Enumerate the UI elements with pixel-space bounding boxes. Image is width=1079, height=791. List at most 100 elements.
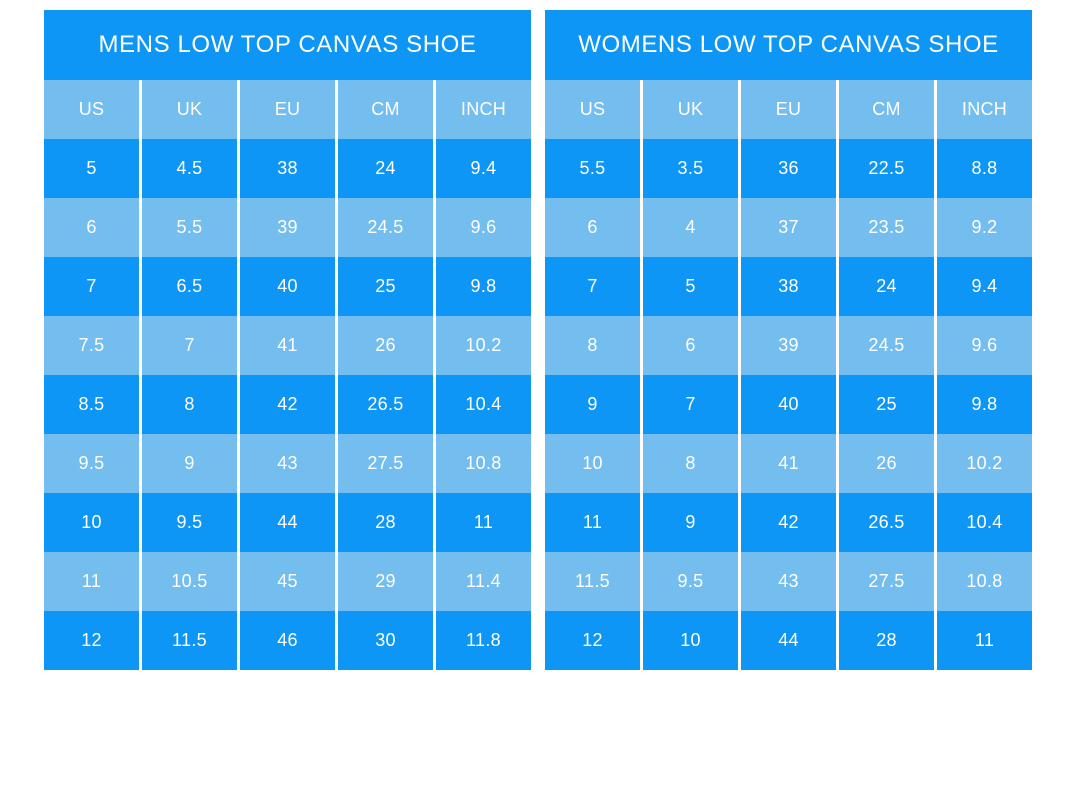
cell-us: 11 bbox=[44, 552, 142, 611]
cell-inch: 11.8 bbox=[436, 611, 531, 670]
mens-size-table: MENS LOW TOP CANVAS SHOE US UK EU CM INCH 5 4.… bbox=[44, 10, 531, 670]
cell-cm: 24 bbox=[338, 139, 436, 198]
cell-cm: 26.5 bbox=[338, 375, 436, 434]
cell-eu: 44 bbox=[741, 611, 839, 670]
cell-eu: 41 bbox=[741, 434, 839, 493]
cell-uk: 6 bbox=[643, 316, 741, 375]
cell-uk: 9 bbox=[142, 434, 240, 493]
cell-us: 7.5 bbox=[44, 316, 142, 375]
cell-cm: 26 bbox=[839, 434, 937, 493]
cell-us: 7 bbox=[545, 257, 643, 316]
table-row: 9 7 40 25 9.8 bbox=[545, 375, 1032, 434]
cell-us: 6 bbox=[44, 198, 142, 257]
cell-inch: 9.6 bbox=[937, 316, 1032, 375]
table-row: 10 9.5 44 28 11 bbox=[44, 493, 531, 552]
column-header-inch: INCH bbox=[436, 80, 531, 139]
cell-cm: 28 bbox=[839, 611, 937, 670]
cell-us: 8.5 bbox=[44, 375, 142, 434]
cell-inch: 9.6 bbox=[436, 198, 531, 257]
table-row: 5 4.5 38 24 9.4 bbox=[44, 139, 531, 198]
cell-inch: 10.8 bbox=[436, 434, 531, 493]
table-row: 11 9 42 26.5 10.4 bbox=[545, 493, 1032, 552]
cell-inch: 9.4 bbox=[436, 139, 531, 198]
womens-table-body: US UK EU CM INCH 5.5 3.5 36 22.5 8.8 6 4 37 23.5 9.2 7 5… bbox=[545, 80, 1032, 670]
cell-eu: 40 bbox=[240, 257, 338, 316]
cell-inch: 10.4 bbox=[436, 375, 531, 434]
cell-eu: 40 bbox=[741, 375, 839, 434]
cell-cm: 24.5 bbox=[839, 316, 937, 375]
cell-uk: 4.5 bbox=[142, 139, 240, 198]
column-header-uk: UK bbox=[643, 80, 741, 139]
cell-inch: 8.8 bbox=[937, 139, 1032, 198]
column-header-cm: CM bbox=[338, 80, 436, 139]
cell-uk: 9.5 bbox=[643, 552, 741, 611]
column-header-inch: INCH bbox=[937, 80, 1032, 139]
cell-eu: 44 bbox=[240, 493, 338, 552]
womens-table-title: WOMENS LOW TOP CANVAS SHOE bbox=[545, 10, 1032, 80]
cell-inch: 9.2 bbox=[937, 198, 1032, 257]
cell-cm: 23.5 bbox=[839, 198, 937, 257]
cell-eu: 38 bbox=[240, 139, 338, 198]
cell-us: 9.5 bbox=[44, 434, 142, 493]
mens-table-title: MENS LOW TOP CANVAS SHOE bbox=[44, 10, 531, 80]
cell-eu: 45 bbox=[240, 552, 338, 611]
cell-inch: 10.4 bbox=[937, 493, 1032, 552]
cell-eu: 37 bbox=[741, 198, 839, 257]
cell-eu: 39 bbox=[741, 316, 839, 375]
cell-eu: 41 bbox=[240, 316, 338, 375]
cell-uk: 11.5 bbox=[142, 611, 240, 670]
cell-us: 10 bbox=[545, 434, 643, 493]
table-row: 9.5 9 43 27.5 10.8 bbox=[44, 434, 531, 493]
table-row: 7 6.5 40 25 9.8 bbox=[44, 257, 531, 316]
column-header-eu: EU bbox=[741, 80, 839, 139]
cell-us: 12 bbox=[545, 611, 643, 670]
cell-cm: 24 bbox=[839, 257, 937, 316]
table-row: 5.5 3.5 36 22.5 8.8 bbox=[545, 139, 1032, 198]
cell-inch: 9.8 bbox=[436, 257, 531, 316]
cell-uk: 5.5 bbox=[142, 198, 240, 257]
cell-uk: 8 bbox=[142, 375, 240, 434]
cell-inch: 9.8 bbox=[937, 375, 1032, 434]
cell-us: 5 bbox=[44, 139, 142, 198]
cell-cm: 29 bbox=[338, 552, 436, 611]
cell-uk: 4 bbox=[643, 198, 741, 257]
cell-eu: 36 bbox=[741, 139, 839, 198]
cell-eu: 42 bbox=[240, 375, 338, 434]
table-row: 7.5 7 41 26 10.2 bbox=[44, 316, 531, 375]
womens-size-table: WOMENS LOW TOP CANVAS SHOE US UK EU CM INCH 5… bbox=[545, 10, 1032, 670]
cell-inch: 11.4 bbox=[436, 552, 531, 611]
cell-cm: 28 bbox=[338, 493, 436, 552]
cell-eu: 46 bbox=[240, 611, 338, 670]
cell-us: 7 bbox=[44, 257, 142, 316]
cell-uk: 8 bbox=[643, 434, 741, 493]
table-row: 8 6 39 24.5 9.6 bbox=[545, 316, 1032, 375]
womens-header-row: US UK EU CM INCH bbox=[545, 80, 1032, 139]
cell-eu: 38 bbox=[741, 257, 839, 316]
mens-table-body: US UK EU CM INCH 5 4.5 38 24 9.4 6 5.5 39 24.5 9.6 7 6.5… bbox=[44, 80, 531, 670]
cell-uk: 9.5 bbox=[142, 493, 240, 552]
table-row: 12 10 44 28 11 bbox=[545, 611, 1032, 670]
cell-eu: 43 bbox=[741, 552, 839, 611]
cell-uk: 6.5 bbox=[142, 257, 240, 316]
table-row: 6 4 37 23.5 9.2 bbox=[545, 198, 1032, 257]
column-header-cm: CM bbox=[839, 80, 937, 139]
table-row: 10 8 41 26 10.2 bbox=[545, 434, 1032, 493]
cell-cm: 27.5 bbox=[338, 434, 436, 493]
cell-uk: 7 bbox=[643, 375, 741, 434]
column-header-eu: EU bbox=[240, 80, 338, 139]
cell-inch: 10.2 bbox=[937, 434, 1032, 493]
table-row: 12 11.5 46 30 11.8 bbox=[44, 611, 531, 670]
mens-header-row: US UK EU CM INCH bbox=[44, 80, 531, 139]
cell-uk: 3.5 bbox=[643, 139, 741, 198]
column-header-us: US bbox=[545, 80, 643, 139]
column-header-us: US bbox=[44, 80, 142, 139]
cell-us: 12 bbox=[44, 611, 142, 670]
cell-cm: 24.5 bbox=[338, 198, 436, 257]
table-row: 8.5 8 42 26.5 10.4 bbox=[44, 375, 531, 434]
cell-cm: 27.5 bbox=[839, 552, 937, 611]
cell-us: 11.5 bbox=[545, 552, 643, 611]
cell-us: 8 bbox=[545, 316, 643, 375]
cell-cm: 26 bbox=[338, 316, 436, 375]
cell-us: 5.5 bbox=[545, 139, 643, 198]
